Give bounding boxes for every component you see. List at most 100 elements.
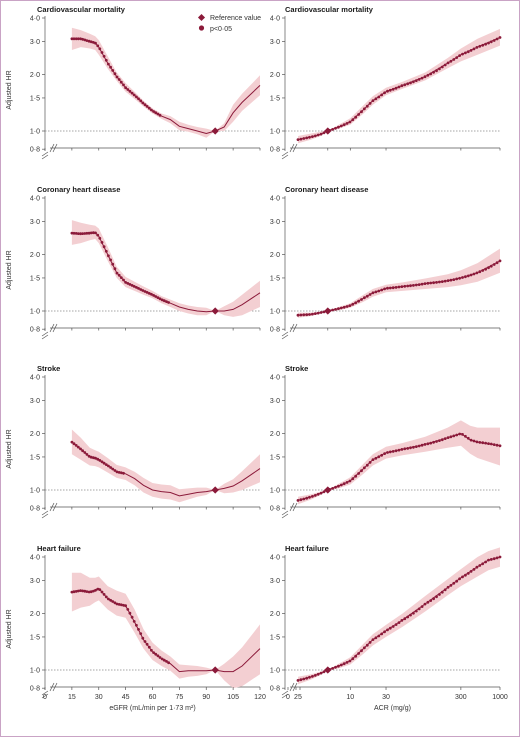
axis-break-mark [41,331,49,337]
significant-point [124,281,127,284]
significant-point [443,63,447,67]
significant-point [371,291,375,295]
significant-point [165,660,168,663]
significant-point [394,449,398,453]
significant-point [96,44,100,48]
y-tick-label: 1·0 [270,309,280,316]
axis-break-mark [41,510,49,516]
significant-point [484,441,487,445]
chart-panel-1: Cardiovascular mortality 0·8 1·0 1·5 2·0 3·0 4… [6,5,261,160]
significant-point [87,39,91,43]
significant-point [478,44,482,48]
y-tick-label: 4·0 [30,555,40,562]
significant-point [414,609,418,613]
panel-title: Stroke [285,364,308,373]
significant-point [443,588,447,592]
significant-point [89,590,93,594]
significant-point [128,611,132,615]
significant-point [111,467,115,471]
significant-point [351,302,355,306]
significant-point [475,440,479,444]
significant-point [466,50,470,54]
axis-break-mark [41,513,49,519]
reference-marker [324,127,332,135]
significant-point [354,115,358,119]
significant-point [299,313,303,317]
y-tick-label: 1·5 [270,95,280,102]
significant-point [132,93,136,97]
significant-point [420,443,424,447]
significant-point [368,461,372,464]
y-tick-label: 1·0 [30,668,40,675]
significant-point [397,85,401,89]
axis-break-mark [281,690,289,696]
significant-point [337,664,340,668]
significant-point [417,78,421,81]
significant-point [438,439,441,442]
significant-point [122,471,125,475]
significant-point [311,135,314,139]
significant-point [492,263,496,266]
significant-point [469,49,473,52]
significant-point [461,52,464,56]
y-tick-label: 0·8 [270,686,280,693]
axis-break-mark [52,682,58,692]
axis-break-mark [49,143,55,153]
significant-point [466,572,470,575]
significant-point [388,450,392,454]
significant-point [337,307,340,311]
significant-point [130,615,134,619]
significant-point [394,623,398,626]
significant-point [124,604,127,608]
significant-point [313,312,317,315]
significant-point [145,105,149,108]
chart-panel-5: Stroke 0·8 1·0 1·5 2·0 3·0 4·0 Adjusted HR [6,364,261,519]
x-tick-label: 10 [346,694,354,701]
significant-point [365,294,369,298]
significant-point [452,581,456,585]
significant-point [102,54,106,58]
y-tick-label: 1·0 [30,488,40,495]
x-tick-label: 120 [254,694,266,701]
y-tick-label: 1·5 [30,95,40,102]
significant-point [406,447,410,450]
significant-point [100,51,104,54]
significant-point [145,291,149,294]
significant-point [132,620,136,623]
significant-point [345,305,349,308]
y-tick-label: 2·0 [30,252,40,259]
significant-point [79,37,82,41]
significant-point [130,91,134,95]
y-tick-label: 0·8 [270,147,280,154]
significant-point [354,301,358,305]
axis-break-mark [41,690,49,696]
significant-point [360,110,363,114]
significant-point [339,663,343,667]
y-tick-label: 1·0 [30,129,40,136]
significant-point [412,611,415,615]
x-tick-label: 30 [382,694,390,701]
significant-point [472,568,476,571]
confidence-band [298,248,500,318]
significant-point [115,602,119,606]
significant-point [139,99,143,103]
significant-point [487,558,490,562]
significant-point [100,460,104,464]
significant-point [417,444,421,448]
significant-point [104,249,108,253]
significant-point [319,311,323,314]
significant-point [152,110,156,113]
y-axis-label: Adjusted HR [6,429,13,468]
significant-point [464,573,467,577]
significant-point [135,95,138,99]
significant-point [331,667,334,670]
axis-break-mark [289,143,295,153]
y-tick-label: 1·5 [270,275,280,282]
significant-point [409,81,412,85]
significant-point [117,603,121,606]
significant-point [484,42,487,46]
y-axis-label: Adjusted HR [6,609,13,648]
significant-point [420,605,424,608]
significant-point [107,597,110,601]
significant-point [126,608,130,611]
